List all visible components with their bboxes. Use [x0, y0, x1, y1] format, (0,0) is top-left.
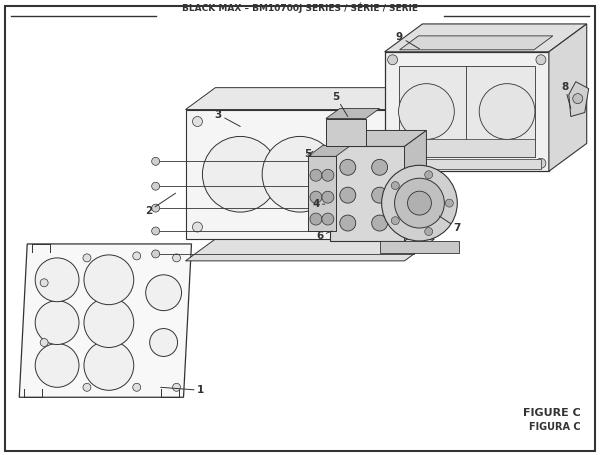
- Circle shape: [573, 94, 583, 104]
- Text: 3: 3: [215, 110, 240, 126]
- Circle shape: [152, 157, 160, 165]
- Text: FIGURE C: FIGURE C: [523, 408, 581, 418]
- Circle shape: [322, 213, 334, 225]
- Circle shape: [84, 340, 134, 390]
- Circle shape: [146, 275, 182, 311]
- Circle shape: [371, 187, 388, 203]
- Circle shape: [40, 279, 48, 287]
- Circle shape: [391, 182, 399, 190]
- Circle shape: [149, 329, 178, 356]
- Circle shape: [310, 169, 322, 181]
- Polygon shape: [398, 66, 535, 157]
- Circle shape: [202, 136, 278, 212]
- Circle shape: [388, 116, 398, 126]
- Circle shape: [84, 298, 134, 348]
- Circle shape: [371, 159, 388, 175]
- Circle shape: [262, 136, 338, 212]
- Polygon shape: [404, 88, 434, 239]
- Polygon shape: [326, 118, 366, 147]
- Polygon shape: [308, 146, 351, 157]
- Circle shape: [382, 165, 457, 241]
- Polygon shape: [185, 110, 404, 239]
- Text: 7: 7: [439, 216, 461, 233]
- Circle shape: [133, 383, 141, 391]
- Polygon shape: [392, 159, 541, 169]
- Circle shape: [152, 204, 160, 212]
- Circle shape: [35, 344, 79, 387]
- Circle shape: [425, 171, 433, 179]
- Circle shape: [322, 191, 334, 203]
- Circle shape: [395, 178, 445, 228]
- Polygon shape: [385, 52, 549, 171]
- Circle shape: [445, 199, 454, 207]
- Polygon shape: [185, 88, 434, 110]
- Text: 9: 9: [396, 32, 419, 49]
- Circle shape: [322, 169, 334, 181]
- Circle shape: [152, 182, 160, 190]
- Polygon shape: [380, 241, 459, 253]
- Polygon shape: [19, 244, 191, 397]
- Polygon shape: [330, 131, 427, 147]
- Circle shape: [388, 158, 398, 168]
- Circle shape: [322, 136, 398, 212]
- Text: 4: 4: [312, 199, 325, 209]
- Text: 6: 6: [316, 231, 332, 241]
- Circle shape: [173, 383, 181, 391]
- Circle shape: [340, 159, 356, 175]
- Circle shape: [310, 191, 322, 203]
- Polygon shape: [185, 239, 434, 261]
- Polygon shape: [330, 147, 404, 241]
- Circle shape: [340, 187, 356, 203]
- Text: 1: 1: [161, 385, 204, 395]
- Circle shape: [173, 254, 181, 262]
- Circle shape: [391, 217, 399, 225]
- Circle shape: [340, 215, 356, 231]
- Circle shape: [152, 250, 160, 258]
- Circle shape: [388, 222, 398, 232]
- Polygon shape: [404, 131, 427, 241]
- Circle shape: [398, 84, 454, 139]
- Text: 2: 2: [145, 193, 176, 216]
- Circle shape: [371, 215, 388, 231]
- Polygon shape: [549, 24, 587, 171]
- Text: FIGURA C: FIGURA C: [529, 422, 581, 432]
- Circle shape: [133, 252, 141, 260]
- Circle shape: [479, 84, 535, 139]
- Polygon shape: [308, 157, 336, 231]
- Circle shape: [193, 222, 202, 232]
- Circle shape: [152, 227, 160, 235]
- Text: 8: 8: [561, 81, 571, 109]
- Circle shape: [407, 191, 431, 215]
- Circle shape: [83, 254, 91, 262]
- Circle shape: [536, 158, 546, 168]
- Circle shape: [35, 258, 79, 302]
- Polygon shape: [398, 139, 535, 157]
- Text: 5: 5: [332, 91, 348, 116]
- Circle shape: [425, 228, 433, 236]
- Circle shape: [536, 55, 546, 65]
- Circle shape: [83, 383, 91, 391]
- Circle shape: [35, 301, 79, 344]
- Circle shape: [40, 339, 48, 347]
- Text: BLACK MAX – BM10700J SERIES / SÉRIE / SERIE: BLACK MAX – BM10700J SERIES / SÉRIE / SE…: [182, 2, 418, 13]
- Polygon shape: [385, 24, 587, 52]
- Circle shape: [388, 55, 398, 65]
- Circle shape: [310, 213, 322, 225]
- Circle shape: [193, 116, 202, 126]
- Circle shape: [84, 255, 134, 305]
- Polygon shape: [326, 109, 380, 118]
- Text: 5: 5: [304, 149, 313, 159]
- Polygon shape: [400, 36, 553, 50]
- Polygon shape: [569, 82, 589, 116]
